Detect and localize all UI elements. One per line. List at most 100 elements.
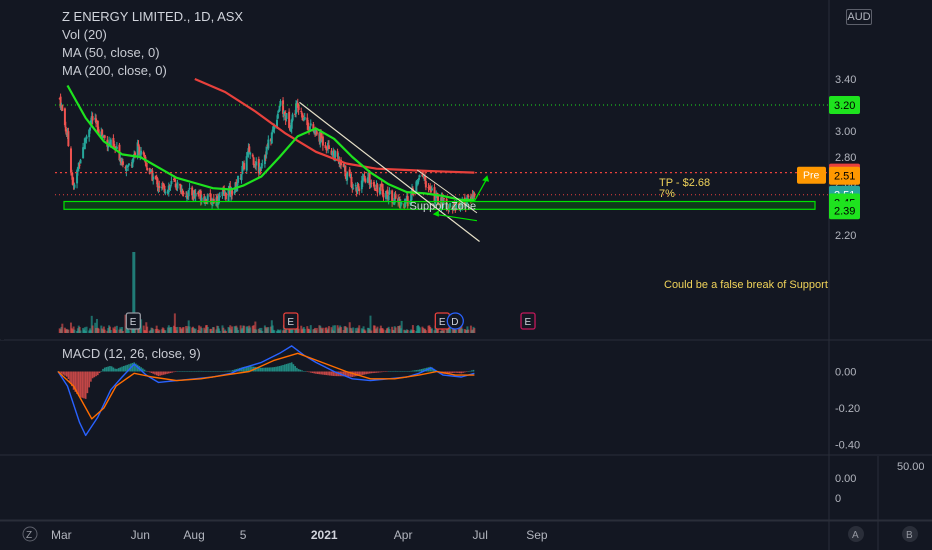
macd-histogram-bar [100, 370, 103, 372]
volume-bar [90, 315, 93, 333]
macd-histogram-bar [344, 371, 347, 377]
macd-histogram-bar [335, 371, 338, 377]
candle-body [180, 189, 183, 193]
volume-bar [140, 319, 143, 333]
macd-histogram-bar [346, 371, 348, 377]
earnings-marker [125, 312, 141, 330]
macd-histogram-bar [150, 371, 153, 373]
x-tick-label: Apr [394, 528, 413, 542]
volume-bar [121, 330, 124, 333]
macd-histogram-bar [79, 371, 82, 398]
candle-body [436, 195, 439, 205]
candle-body [113, 143, 116, 147]
volume-bar [194, 328, 197, 333]
indicator-ma200[interactable]: MA (200, close, 0) [62, 63, 167, 78]
volume-bar [103, 329, 106, 333]
candle-body [240, 174, 243, 181]
candle-body [306, 117, 309, 126]
macd-label[interactable]: MACD (12, 26, close, 9) [62, 346, 201, 361]
macd-histogram-bar [271, 367, 274, 372]
candle-body [151, 170, 154, 181]
volume-bar [255, 329, 258, 333]
macd-histogram-bar [240, 367, 243, 372]
candle-body [259, 168, 262, 170]
volume-bar [411, 325, 414, 333]
macd-histogram-bar [287, 363, 290, 372]
candle-body [465, 200, 468, 208]
volume-bar [200, 328, 203, 333]
macd-histogram-bar [292, 364, 295, 372]
candle-body [182, 192, 185, 195]
price-tag-239: 2.39 [834, 205, 855, 217]
macd-histogram-bar [95, 371, 97, 377]
dividend-marker [446, 312, 464, 330]
volume-bar [109, 330, 112, 333]
macd-histogram-bar [219, 371, 222, 372]
candle-body [370, 182, 373, 184]
candle-body [76, 170, 79, 184]
macd-histogram-bar [318, 371, 321, 375]
macd-histogram-bar [455, 371, 457, 373]
macd-histogram-bar [112, 367, 115, 372]
macd-histogram-bar [289, 362, 291, 372]
macd-histogram-bar [204, 371, 206, 372]
macd-histogram-bar [349, 371, 352, 377]
macd-histogram-bar [266, 367, 269, 372]
candle-body [443, 198, 446, 200]
candle-body [382, 193, 385, 198]
macd-histogram-bar [233, 369, 236, 372]
price-tag-320-bg [829, 96, 860, 114]
volume-bar [108, 326, 111, 333]
macd-histogram-bar [197, 370, 200, 372]
candle-body [324, 145, 327, 149]
candle-body [309, 123, 312, 126]
candle-body [385, 190, 388, 199]
macd-histogram-bar [330, 371, 333, 376]
volume-bar [79, 330, 82, 333]
candle-body [290, 119, 293, 129]
volume-bar [127, 330, 130, 333]
volume-bar [406, 329, 409, 333]
candle-body [267, 139, 270, 149]
volume-bar [252, 325, 255, 333]
candle-body [71, 176, 74, 185]
macd-histogram-bar [178, 371, 180, 372]
indicator-vol[interactable]: Vol (20) [62, 27, 107, 42]
macd-histogram-bar [417, 369, 419, 372]
candle-body [358, 188, 361, 192]
pre-tag-bg [797, 166, 826, 184]
macd-tick-label: -0.20 [835, 403, 860, 415]
macd-histogram-bar [304, 371, 307, 372]
macd-histogram-bar [263, 367, 265, 372]
candle-body [445, 198, 448, 210]
candle-body [467, 195, 470, 198]
macd-histogram-bar [297, 369, 300, 372]
volume-bar [121, 327, 124, 333]
macd-histogram-bar [398, 371, 400, 372]
volume-bar [358, 325, 361, 333]
volume-bar [78, 327, 81, 333]
indicator-ma50[interactable]: MA (50, close, 0) [62, 45, 160, 60]
bubble-icon [902, 526, 918, 542]
candle-body [364, 178, 367, 183]
macd-histogram-bar [408, 371, 411, 372]
currency-badge[interactable]: AUD [846, 9, 872, 25]
macd-histogram-bar [296, 367, 298, 372]
candle-body [161, 185, 164, 187]
volume-bar [73, 329, 76, 333]
volume-bar [340, 327, 343, 333]
macd-histogram-bar [60, 371, 63, 374]
macd-histogram-bar [185, 371, 187, 372]
chart-title[interactable]: Z ENERGY LIMITED., 1D, ASX [62, 9, 244, 24]
signal-line [57, 352, 475, 420]
volume-bar [271, 325, 274, 333]
candle-body [127, 163, 130, 165]
volume-bar [455, 329, 458, 333]
candle-body [346, 171, 349, 181]
candle-body [307, 122, 310, 130]
candle-body [361, 177, 364, 183]
macd-histogram-bar [348, 371, 350, 377]
candle-body [164, 191, 167, 194]
volume-bar [95, 318, 98, 333]
